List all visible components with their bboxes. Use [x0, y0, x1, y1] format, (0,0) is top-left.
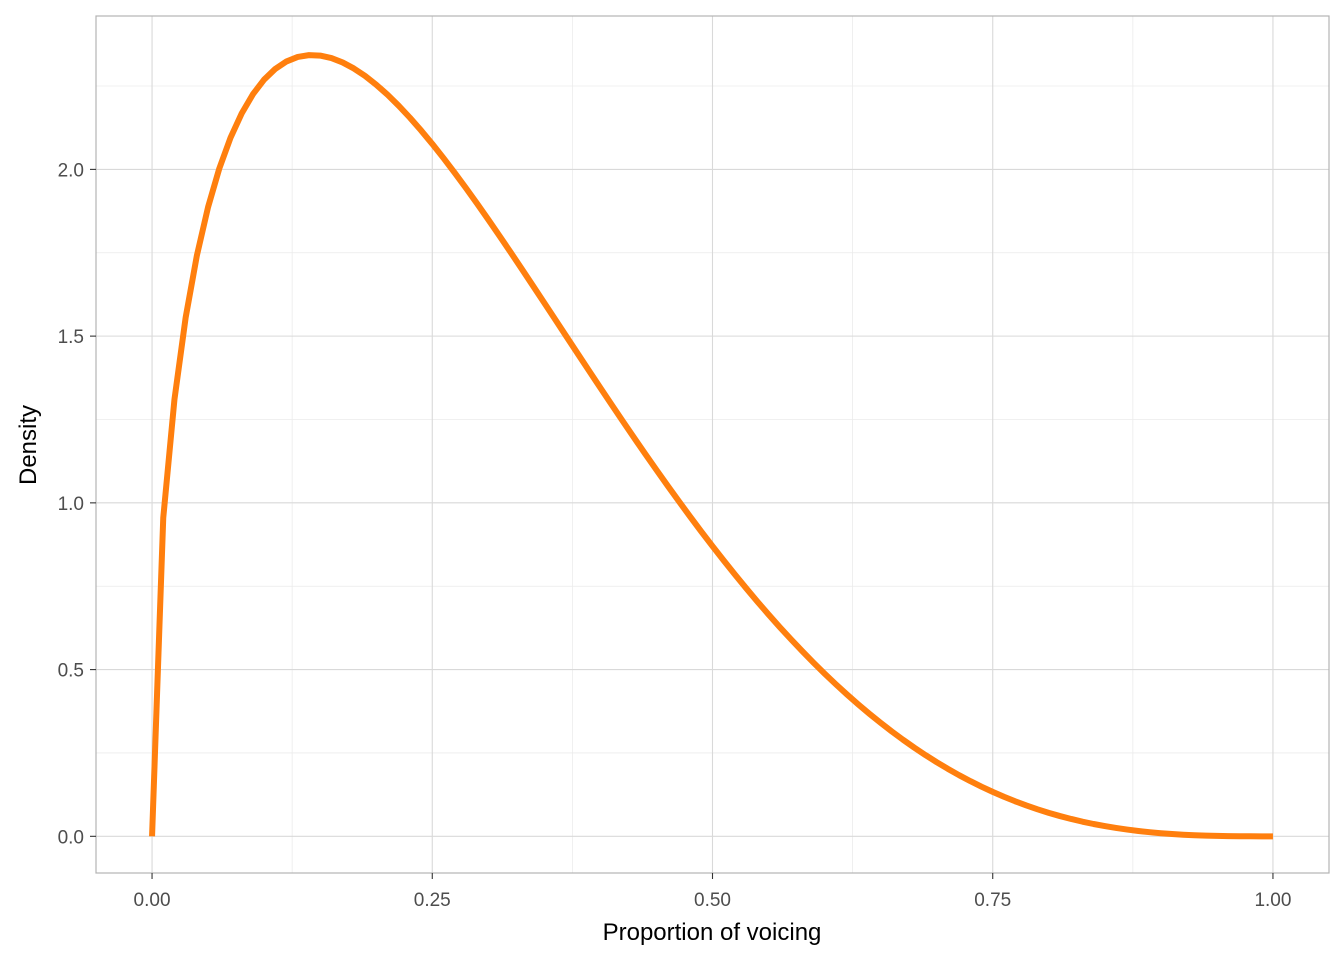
tick-layer: 0.00 0.25 0.50 0.75 1.00 0.0 0.5 1.0 1.5 2.0	[58, 160, 1292, 911]
x-tick-label: 0.75	[974, 890, 1011, 911]
y-tick-label: 0.0	[58, 827, 84, 848]
x-axis-title: Proportion of voicing	[603, 919, 822, 946]
x-tick-label: 1.00	[1254, 890, 1291, 911]
x-tick-label: 0.50	[694, 890, 731, 911]
x-tick-label: 0.00	[134, 890, 171, 911]
series-layer	[149, 52, 1273, 840]
grid-layer	[96, 16, 1329, 873]
density-curve-line	[149, 52, 1273, 840]
y-tick-label: 2.0	[58, 160, 84, 181]
y-tick-label: 0.5	[58, 661, 84, 682]
y-axis-title: Density	[15, 405, 42, 485]
y-tick-label: 1.5	[58, 327, 84, 348]
y-tick-label: 1.0	[58, 494, 84, 515]
x-tick-label: 0.25	[414, 890, 451, 911]
